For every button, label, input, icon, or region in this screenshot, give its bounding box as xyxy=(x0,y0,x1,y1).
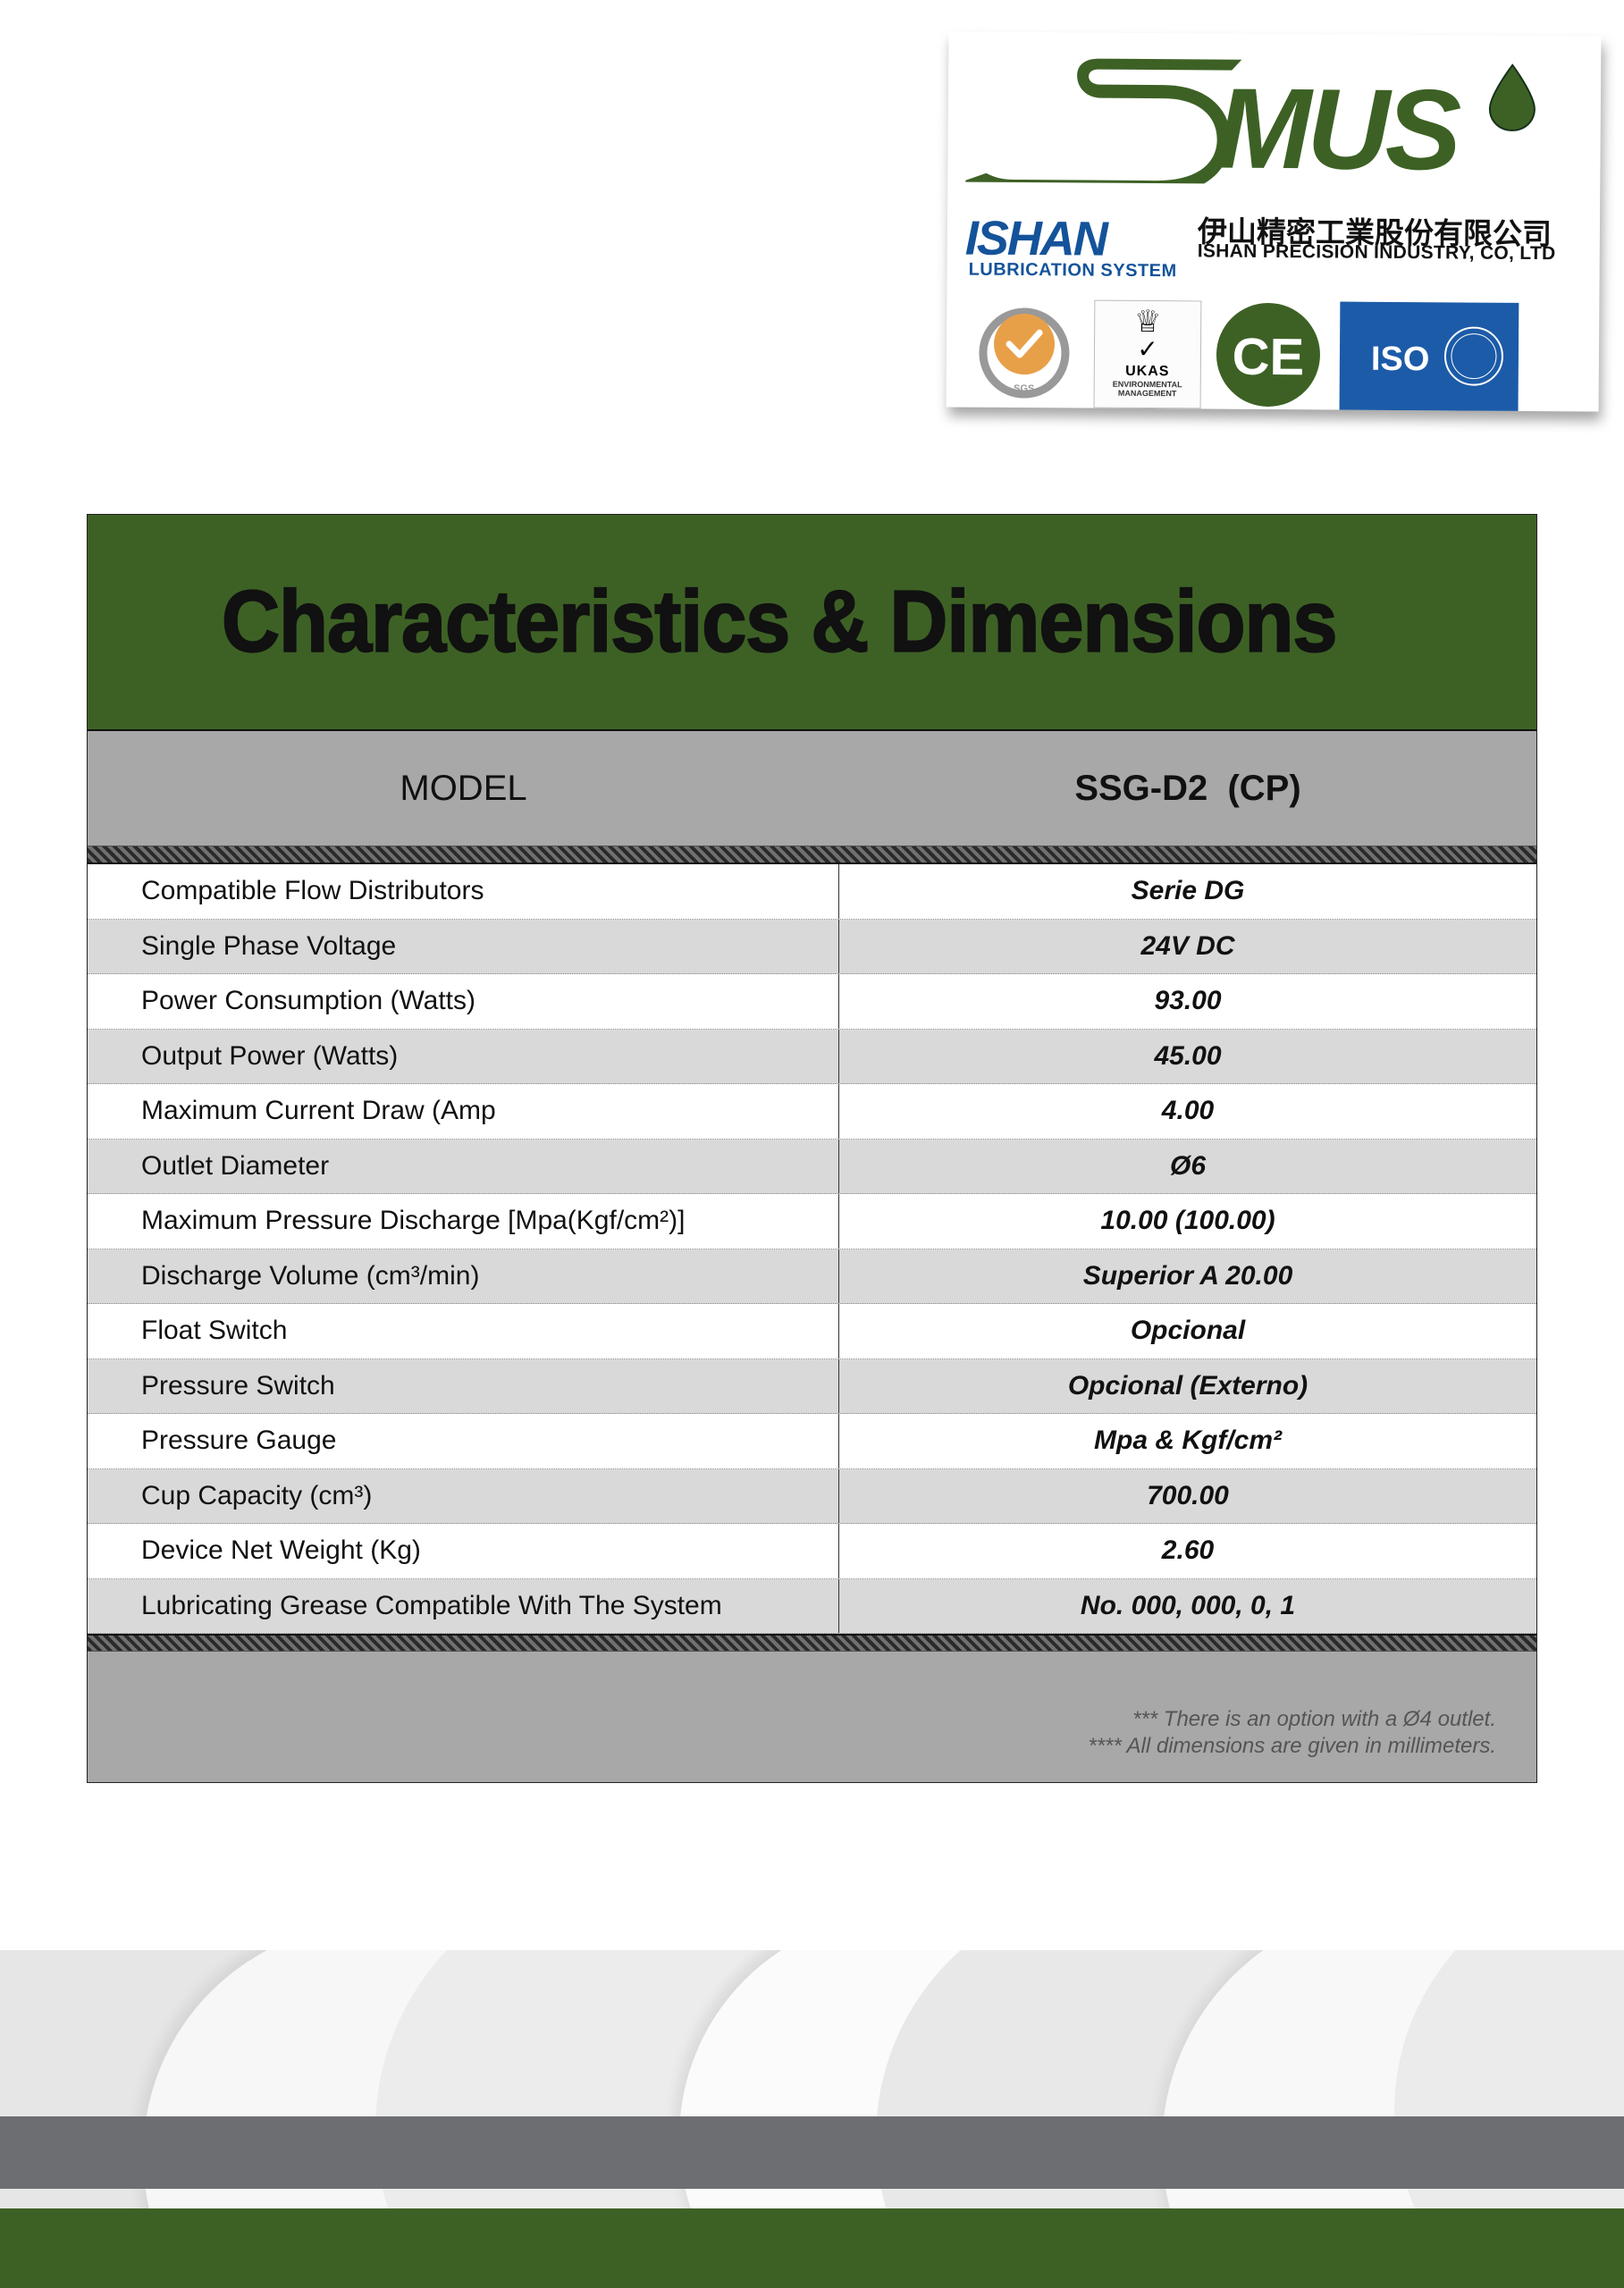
svg-text:MUS: MUS xyxy=(1216,65,1461,187)
svg-text:SGS: SGS xyxy=(1014,383,1034,394)
svg-text:CE: CE xyxy=(1232,328,1304,387)
svg-text:ISO: ISO xyxy=(1371,341,1430,378)
